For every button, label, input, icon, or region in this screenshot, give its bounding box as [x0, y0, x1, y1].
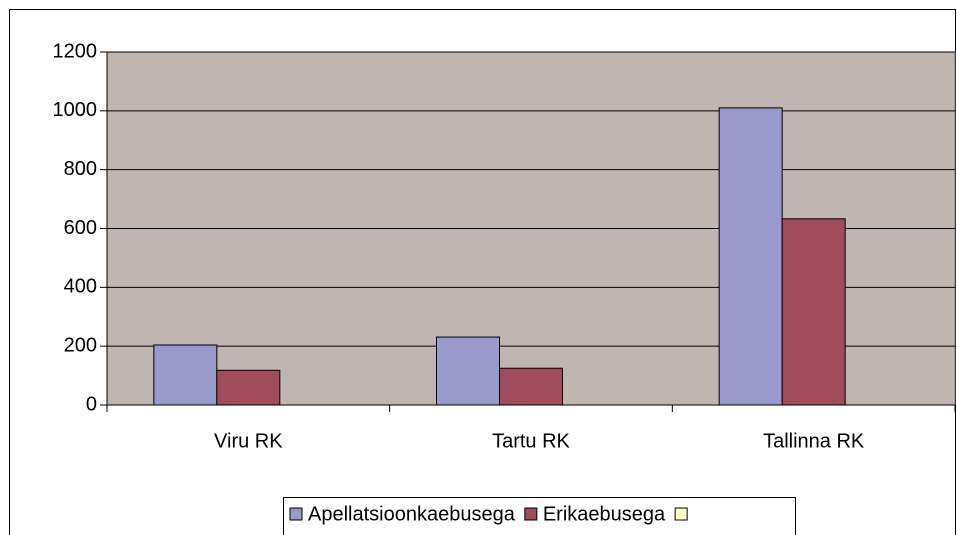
bar — [718, 107, 783, 406]
y-tick-label: 1000 — [53, 99, 98, 121]
x-tick-label: Tartu RK — [492, 430, 570, 452]
y-tick-label: 600 — [64, 217, 97, 239]
legend-swatch — [289, 507, 303, 521]
legend — [283, 497, 796, 535]
x-tick-label: Viru RK — [214, 430, 283, 452]
y-tick-label: 0 — [86, 393, 97, 415]
legend-swatch — [674, 507, 688, 521]
bar — [499, 367, 563, 406]
legend-swatch — [524, 507, 538, 521]
y-tick-label: 200 — [64, 334, 97, 356]
bar — [436, 336, 500, 406]
legend-label: Erikaebusega — [543, 503, 666, 525]
bar — [153, 344, 218, 406]
y-tick-label: 800 — [64, 158, 97, 180]
y-tick-label: 400 — [64, 276, 97, 298]
x-tick-label: Tallinna RK — [763, 430, 865, 452]
bar — [216, 369, 281, 406]
bar — [781, 218, 846, 406]
legend-label: Apellatsioonkaebusega — [308, 503, 516, 525]
y-tick-label: 1200 — [53, 40, 98, 62]
